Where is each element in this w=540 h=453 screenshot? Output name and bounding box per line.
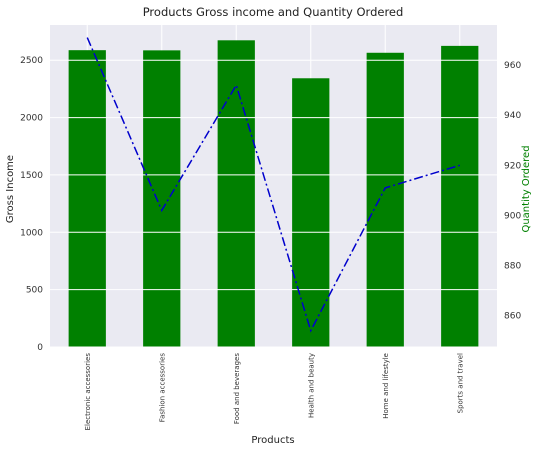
- horizontal-grid-lines: [50, 59, 497, 348]
- category-label: Sports and travel: [456, 353, 464, 413]
- bar-1: [143, 50, 181, 347]
- y2-axis-title: Quantity Ordered: [521, 145, 532, 232]
- right-tick-label: 940: [504, 111, 521, 121]
- left-tick-label: 2000: [20, 114, 43, 124]
- x-axis-title: Products: [251, 435, 294, 446]
- bar-2: [217, 40, 255, 348]
- plot-background: [50, 25, 497, 347]
- left-tick-label: 1500: [20, 171, 43, 181]
- right-tick-label: 860: [504, 312, 521, 322]
- left-tick-label: 500: [26, 286, 43, 296]
- chart-title: Products Gross income and Quantity Order…: [143, 5, 404, 19]
- bars: [68, 40, 479, 348]
- category-label: Electronic accessories: [84, 353, 92, 431]
- right-tick-label: 920: [504, 161, 521, 171]
- line-series: [86, 37, 460, 333]
- left-axis-ticks: 0 500 1000 1500 2000 2500: [20, 56, 43, 353]
- right-axis-ticks: 860 880 900 920 940 960: [504, 61, 521, 322]
- bar-4: [366, 52, 404, 348]
- quantity-line: [86, 37, 460, 333]
- category-label: Food and beverages: [233, 353, 241, 425]
- left-tick-label: 2500: [20, 56, 43, 66]
- category-label: Health and beauty: [307, 353, 315, 418]
- category-label: Fashion accessories: [158, 353, 166, 423]
- right-tick-label: 960: [504, 61, 521, 71]
- right-tick-label: 880: [504, 262, 521, 272]
- category-labels: Electronic accessories Fashion accessorie…: [84, 353, 465, 431]
- left-tick-label: 1000: [20, 228, 43, 238]
- right-tick-label: 900: [504, 211, 521, 221]
- bar-5: [441, 45, 479, 347]
- bar-3: [292, 78, 330, 347]
- left-tick-label: 0: [37, 343, 43, 353]
- bar-0: [68, 50, 106, 347]
- y-axis-title: Gross Income: [5, 155, 16, 223]
- category-label: Home and lifestyle: [382, 353, 390, 419]
